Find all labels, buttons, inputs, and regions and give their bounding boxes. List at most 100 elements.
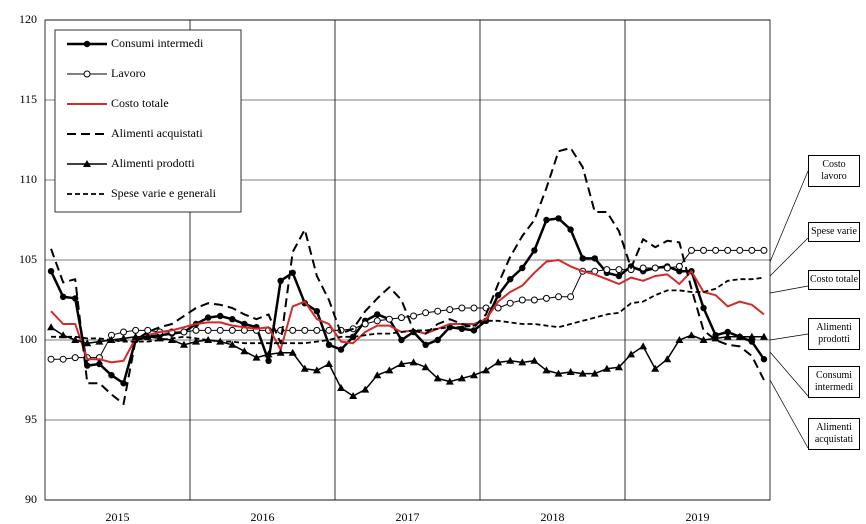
point xyxy=(217,312,224,320)
annotation: Alimenti acquistati xyxy=(808,418,860,450)
point xyxy=(494,304,502,312)
point xyxy=(446,306,454,314)
legend-box xyxy=(54,29,242,213)
point xyxy=(482,366,491,374)
point xyxy=(457,374,466,382)
point xyxy=(651,264,659,272)
point xyxy=(470,304,478,312)
point xyxy=(59,355,67,363)
point xyxy=(700,304,707,312)
point xyxy=(554,369,563,377)
point xyxy=(422,309,430,317)
point xyxy=(519,264,526,272)
point xyxy=(687,246,695,254)
series-line xyxy=(49,217,765,385)
annotation: Consumi intermedi xyxy=(808,366,860,398)
x-tick-label: 2019 xyxy=(686,510,710,524)
point xyxy=(398,336,405,344)
point xyxy=(676,268,683,275)
point xyxy=(421,363,430,371)
point xyxy=(229,316,236,323)
legend-marker xyxy=(83,70,91,78)
point xyxy=(555,293,563,301)
point xyxy=(494,292,502,299)
point xyxy=(179,340,188,348)
point xyxy=(578,369,587,377)
point xyxy=(735,332,744,340)
point xyxy=(373,371,382,379)
point xyxy=(579,255,586,262)
point xyxy=(59,293,67,300)
point xyxy=(507,276,514,283)
series xyxy=(47,246,768,363)
point xyxy=(699,336,708,343)
legend-label: Lavoro xyxy=(111,66,146,80)
y-tick-label: 110 xyxy=(19,172,37,186)
point xyxy=(651,364,660,372)
point xyxy=(530,356,539,364)
point xyxy=(47,268,55,275)
y-tick-label: 95 xyxy=(25,412,37,426)
legend-label: Alimenti prodotti xyxy=(111,156,195,170)
point xyxy=(47,355,55,363)
point xyxy=(325,326,333,334)
point xyxy=(711,334,720,342)
point xyxy=(470,327,478,334)
annotation-leader xyxy=(769,333,809,341)
annotation: Costo totale xyxy=(808,270,860,290)
point xyxy=(602,364,611,372)
point xyxy=(760,356,768,363)
annotation-leader xyxy=(769,379,809,449)
annotation-leader xyxy=(769,170,809,263)
legend-label: Consumi intermedi xyxy=(111,36,204,50)
point xyxy=(542,294,550,302)
point xyxy=(192,337,201,345)
legend-marker xyxy=(83,160,91,167)
y-tick-label: 120 xyxy=(19,12,37,26)
point xyxy=(47,323,56,331)
annotation-leader xyxy=(769,237,809,277)
point xyxy=(241,320,248,328)
point xyxy=(458,304,466,312)
point xyxy=(96,360,103,368)
point xyxy=(120,380,127,387)
point xyxy=(337,346,345,353)
point xyxy=(289,326,297,334)
point xyxy=(434,336,441,344)
y-tick-label: 90 xyxy=(25,492,37,506)
series xyxy=(47,215,768,387)
point xyxy=(325,341,333,348)
point xyxy=(518,296,526,304)
point xyxy=(385,366,394,374)
point xyxy=(385,315,393,323)
point xyxy=(71,354,79,362)
point xyxy=(409,358,418,366)
point xyxy=(615,266,623,274)
point xyxy=(590,369,599,377)
legend-marker xyxy=(83,40,91,48)
annotation-leader xyxy=(769,351,809,397)
point xyxy=(494,358,503,366)
point xyxy=(760,246,768,254)
point xyxy=(131,332,140,340)
point xyxy=(410,312,418,320)
point xyxy=(712,246,720,254)
legend-label: Alimenti acquistati xyxy=(111,126,203,140)
point xyxy=(615,272,623,280)
x-tick-label: 2016 xyxy=(251,510,275,524)
point xyxy=(288,348,297,356)
y-tick-label: 115 xyxy=(19,92,37,106)
point xyxy=(277,277,284,284)
point xyxy=(252,353,261,361)
point xyxy=(119,334,128,342)
point xyxy=(216,326,224,334)
point xyxy=(374,311,381,318)
point xyxy=(434,307,442,315)
point xyxy=(397,314,405,322)
point xyxy=(663,355,672,363)
point xyxy=(143,332,152,340)
point xyxy=(675,336,684,343)
x-tick-label: 2015 xyxy=(106,510,130,524)
point xyxy=(518,358,527,366)
